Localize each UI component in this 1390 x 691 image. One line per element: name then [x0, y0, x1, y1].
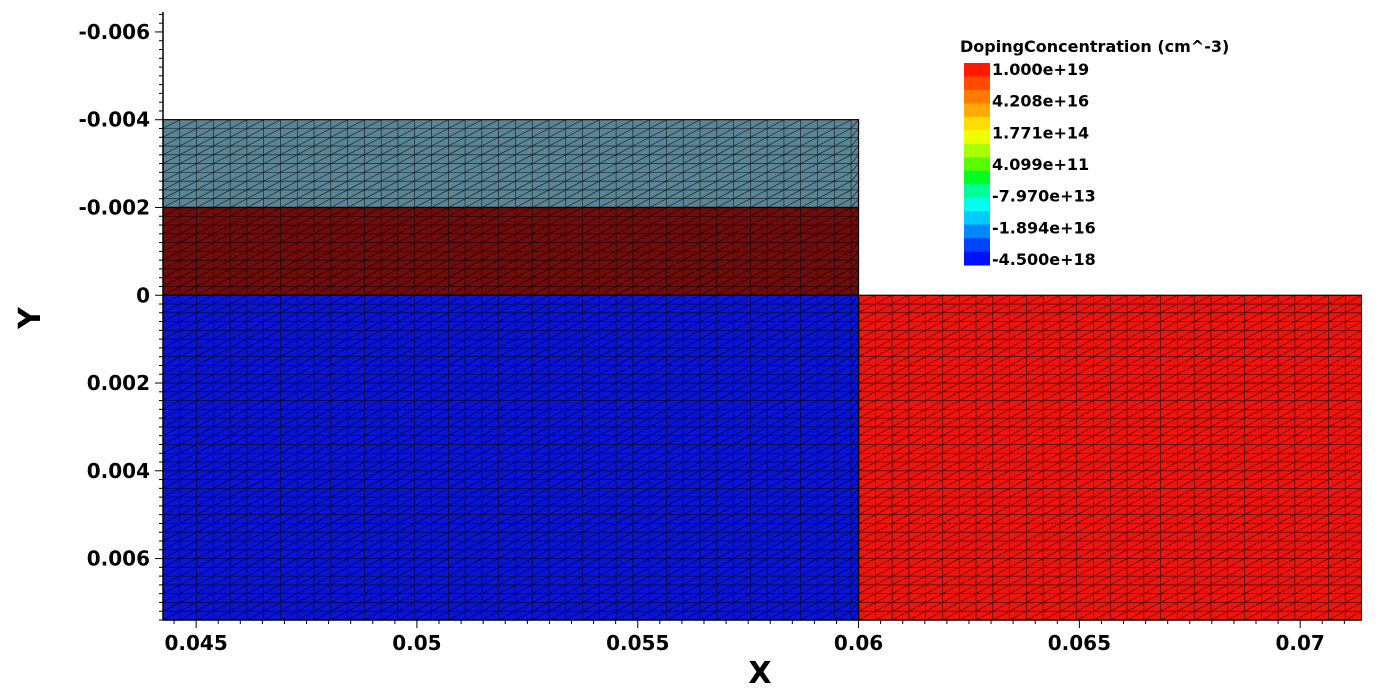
- legend-color-swatch: [964, 116, 990, 131]
- legend-color-swatch: [964, 63, 990, 77]
- mesh-grid: [163, 119, 1362, 620]
- legend-labels: 1.000e+19 4.208e+16 1.771e+14 4.099e+11 -7.9…: [992, 60, 1096, 269]
- legend-color-swatch: [964, 197, 990, 212]
- legend-color-swatch: [964, 224, 990, 239]
- y-tick-label: 0.006: [87, 547, 150, 571]
- legend-color-swatch: [964, 76, 990, 91]
- legend-label: -4.500e+18: [992, 250, 1096, 269]
- mesh-lines: [163, 119, 1362, 620]
- y-tick-label: -0.006: [78, 20, 150, 44]
- legend-label: 1.771e+14: [992, 123, 1089, 142]
- legend-color-swatch: [964, 130, 990, 145]
- legend-color-swatch: [964, 211, 990, 226]
- legend-color-bar: [964, 63, 990, 266]
- legend-label: 4.208e+16: [992, 92, 1089, 111]
- y-tick-label: -0.002: [78, 195, 150, 219]
- color-legend: DopingConcentration (cm^-3) 1.000e+19 4.2…: [960, 37, 1229, 269]
- x-tick-label: 0.055: [606, 631, 669, 655]
- x-tick-label: 0.045: [164, 631, 227, 655]
- legend-label: 4.099e+11: [992, 155, 1089, 174]
- x-tick-label: 0.06: [834, 631, 883, 655]
- y-axis-ticks: -0.006 -0.004 -0.002 0 0.002 0.004 0.006: [78, 13, 163, 621]
- y-tick-label: 0: [136, 283, 150, 307]
- region-outline-3: [857, 294, 1362, 620]
- x-tick-label: 0.05: [392, 631, 441, 655]
- legend-label: 1.000e+19: [992, 60, 1089, 79]
- legend-color-swatch: [964, 238, 990, 253]
- legend-color-swatch: [964, 89, 990, 104]
- legend-color-swatch: [964, 157, 990, 172]
- y-tick-label: 0.002: [87, 371, 150, 395]
- y-axis-title: Y: [13, 306, 48, 330]
- legend-color-swatch: [964, 251, 990, 266]
- region-2: [163, 295, 859, 620]
- x-tick-label: 0.07: [1275, 631, 1324, 655]
- y-tick-label: 0.004: [87, 459, 150, 483]
- axes: [162, 12, 1362, 621]
- y-tick-label: -0.004: [78, 108, 150, 132]
- legend-color-swatch: [964, 143, 990, 158]
- legend-label: -1.894e+16: [992, 218, 1096, 237]
- legend-label: -7.970e+13: [992, 187, 1096, 206]
- legend-title: DopingConcentration (cm^-3): [960, 37, 1229, 56]
- legend-color-swatch: [964, 184, 990, 199]
- doping-regions: [163, 118, 1362, 620]
- legend-color-swatch: [964, 103, 990, 118]
- legend-color-swatch: [964, 170, 990, 185]
- x-tick-label: 0.065: [1048, 631, 1111, 655]
- x-axis-title: X: [748, 656, 771, 691]
- x-axis-ticks: 0.045 0.05 0.055 0.06 0.065 0.07: [164, 620, 1345, 655]
